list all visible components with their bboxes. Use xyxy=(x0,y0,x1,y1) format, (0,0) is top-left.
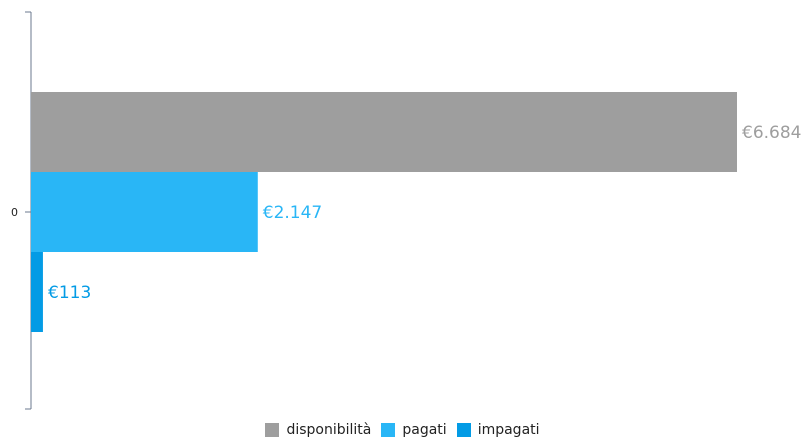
legend-label-pagati: pagati xyxy=(402,422,447,438)
bar-chart: 0 €6.684 €2.147 €113 xyxy=(11,11,801,410)
legend-label-disponibilita: disponibilità xyxy=(286,422,372,438)
legend-label-impagati: impagati xyxy=(477,422,540,438)
bar-impagati[interactable] xyxy=(31,252,43,332)
legend-swatch-pagati xyxy=(381,423,396,437)
legend-swatch-disponibilita xyxy=(265,423,280,437)
bar-label-impagati: €113 xyxy=(48,283,91,303)
legend-item-disponibilita[interactable]: disponibilità xyxy=(265,422,371,438)
bar-label-pagati: €2.147 xyxy=(263,203,322,223)
y-tick-label: 0 xyxy=(11,206,18,219)
bar-disponibilita[interactable] xyxy=(31,92,737,172)
legend-swatch-impagati xyxy=(456,423,471,437)
bar-label-disponibilita: €6.684 xyxy=(742,123,801,143)
legend-item-impagati[interactable]: impagati xyxy=(456,422,540,438)
bars-group: €6.684 €2.147 €113 xyxy=(31,92,801,332)
legend: disponibilità pagati impagati xyxy=(0,420,805,440)
legend-item-pagati[interactable]: pagati xyxy=(381,422,447,438)
bar-pagati[interactable] xyxy=(31,172,258,252)
